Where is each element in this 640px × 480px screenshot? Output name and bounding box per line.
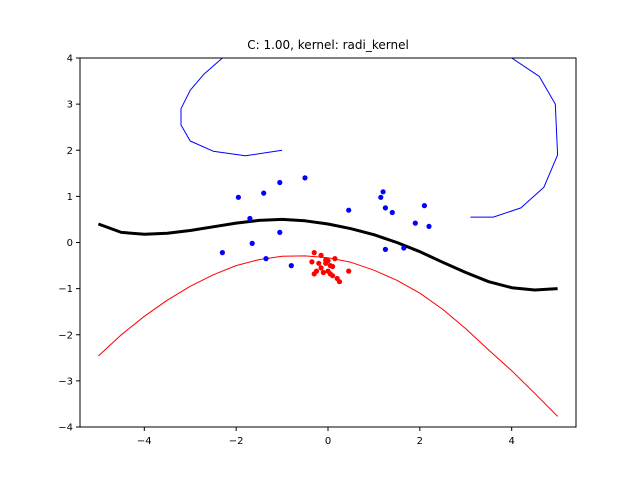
data-point [346,268,352,274]
data-point [382,205,388,211]
data-point [311,250,317,256]
plot-lines [97,58,559,417]
data-point [330,273,336,279]
chart-title: C: 1.00, kernel: radi_kernel [247,38,409,52]
y-tick-label: 0 [67,238,73,249]
x-tick-label: 2 [417,436,423,447]
y-tick-label: −4 [58,423,73,434]
x-tick-label: 0 [325,436,331,447]
data-point [316,260,322,266]
y-tick-label: 3 [67,100,73,111]
data-point [249,240,255,246]
data-point [382,246,388,252]
data-point [318,252,324,258]
data-point [421,203,427,209]
data-point [332,256,338,262]
x-tick-label: −2 [229,436,244,447]
data-point [219,250,225,256]
data-point [277,179,283,186]
y-tick-label: 4 [67,54,73,65]
data-point [320,269,326,276]
data-point [401,245,407,251]
data-point [311,271,317,277]
x-tick-label: −4 [137,436,152,447]
data-point [261,190,267,196]
y-tick-label: 2 [67,146,73,157]
x-tick-label: 4 [509,436,515,447]
data-point [380,189,386,195]
data-point [302,175,308,181]
y-tick-label: −1 [58,284,73,295]
data-point [235,194,241,200]
series-line-2 [97,217,558,292]
y-tick-label: −2 [58,330,73,341]
plot-points [219,175,432,285]
data-point [378,194,384,200]
y-tick-label: 1 [67,192,73,203]
data-point [426,223,432,229]
y-tick-label: −3 [58,376,73,387]
data-point [309,259,315,265]
y-axis-ticks: −4 −3 −2 −1 0 1 2 3 4 [58,54,80,434]
data-point [263,256,269,262]
data-point [288,263,294,269]
x-axis-ticks: −4 −2 0 2 4 [137,427,515,447]
data-point [336,279,343,285]
data-point [412,220,418,226]
series-line-3 [180,58,559,218]
data-point [330,263,336,270]
data-point [389,209,395,216]
data-point [247,215,253,222]
data-point [277,229,283,235]
series-line-4 [98,255,558,417]
data-point [346,207,352,213]
plot-frame [79,57,577,428]
data-point [325,258,331,264]
data-point [318,265,324,271]
